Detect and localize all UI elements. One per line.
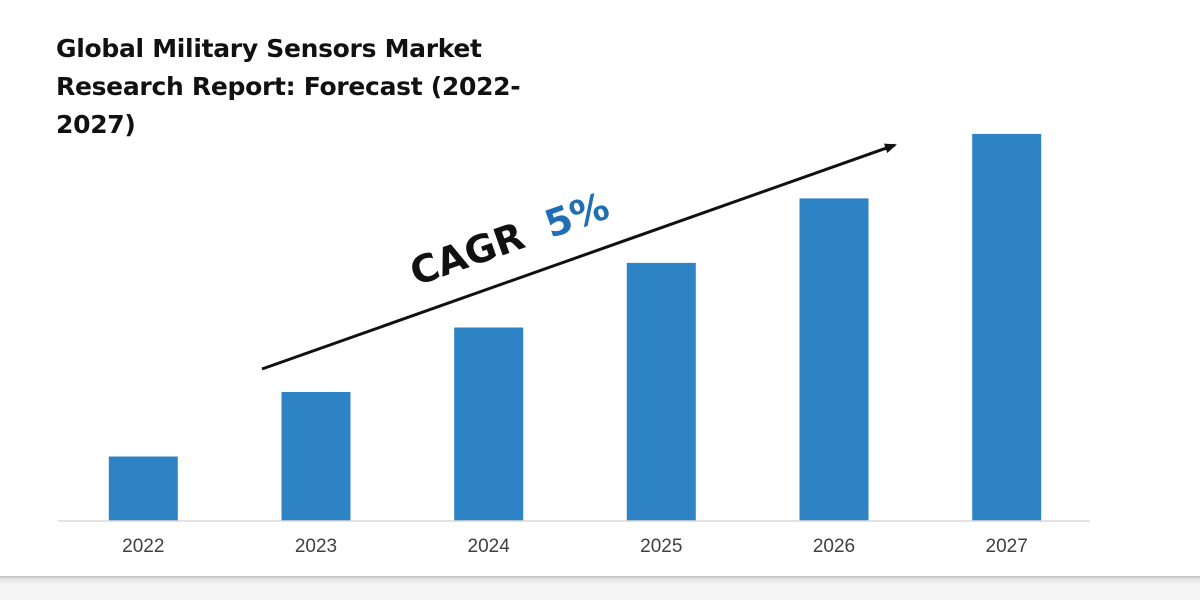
bar-2025 bbox=[626, 262, 696, 521]
bottom-divider-band bbox=[0, 576, 1200, 600]
x-tick-labels: 2022 2023 2024 2025 2026 2027 bbox=[122, 536, 1028, 557]
x-tick-label-2027: 2027 bbox=[986, 536, 1028, 557]
cagr-value: 5% bbox=[539, 184, 615, 247]
x-tick-label-2023: 2023 bbox=[295, 536, 337, 557]
bar-2027 bbox=[972, 133, 1042, 521]
bar-2026 bbox=[799, 198, 869, 521]
x-tick-label-2026: 2026 bbox=[813, 536, 855, 557]
cagr-annotation: CAGR 5% bbox=[404, 184, 614, 295]
x-tick-label-2025: 2025 bbox=[640, 536, 682, 557]
bar-2022 bbox=[108, 456, 178, 521]
x-tick-label-2022: 2022 bbox=[122, 536, 164, 557]
bars-group bbox=[108, 133, 1042, 521]
bar-2024 bbox=[454, 327, 524, 521]
chart-title: Global Military Sensors Market Research … bbox=[56, 34, 521, 139]
x-tick-label-2024: 2024 bbox=[468, 536, 511, 557]
trend-arrow bbox=[261, 143, 897, 371]
bar-2023 bbox=[281, 392, 351, 521]
